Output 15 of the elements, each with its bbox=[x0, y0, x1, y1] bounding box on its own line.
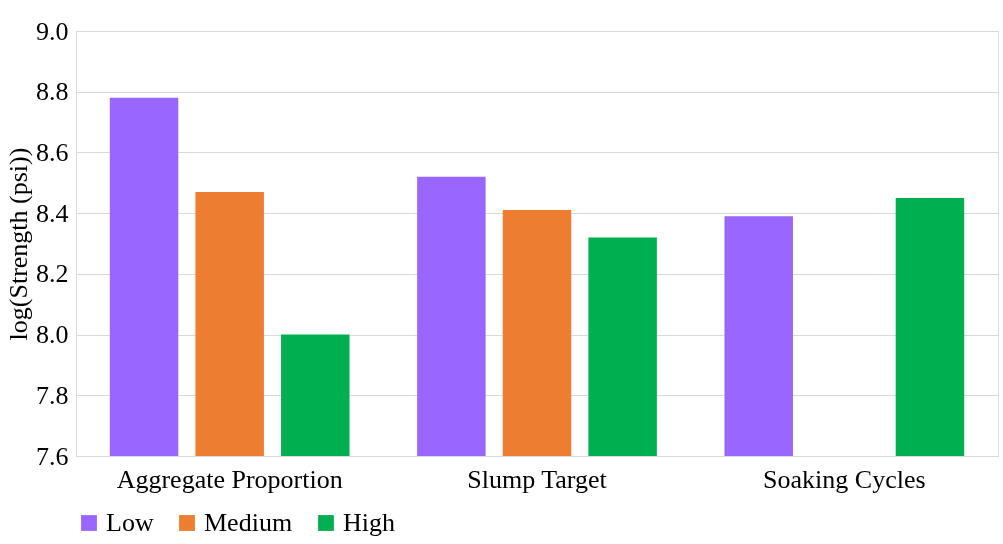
y-tick-label: 7.6 bbox=[36, 441, 69, 471]
y-tick-label: 8.6 bbox=[36, 137, 69, 167]
y-tick-label: 8.2 bbox=[36, 259, 69, 289]
x-tick-label: Aggregate Proportion bbox=[116, 464, 343, 494]
x-tick-label: Soaking Cycles bbox=[763, 464, 926, 494]
x-tick-label: Slump Target bbox=[467, 464, 608, 494]
y-tick-label: 8.4 bbox=[36, 198, 69, 228]
y-tick-label: 7.8 bbox=[36, 380, 69, 410]
legend-label: High bbox=[343, 508, 395, 537]
y-tick-label: 8.0 bbox=[36, 320, 69, 350]
y-tick-label: 9.0 bbox=[36, 16, 69, 46]
legend-label: Medium bbox=[204, 508, 293, 537]
legend-label: Low bbox=[106, 508, 154, 537]
y-axis-title: log(Strength (psi)) bbox=[4, 147, 33, 341]
y-tick-label: 8.8 bbox=[36, 77, 69, 107]
